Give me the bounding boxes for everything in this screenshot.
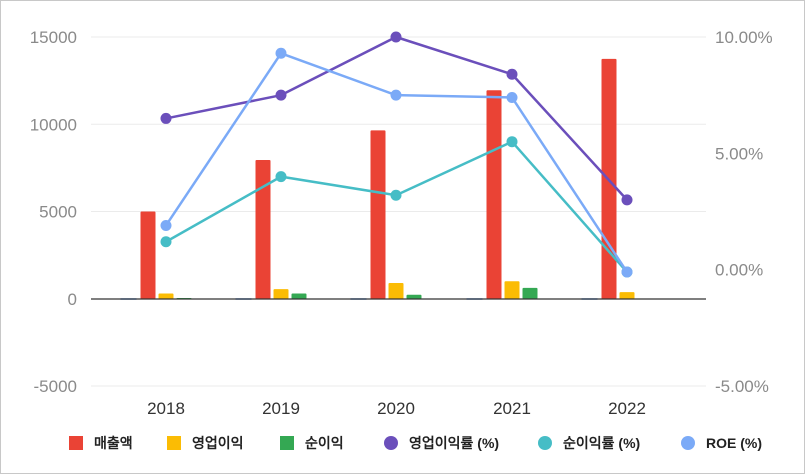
line-series [160, 31, 633, 278]
legend-swatch-net-profit [280, 436, 294, 450]
x-tick-label: 2019 [262, 399, 300, 418]
point-op-margin [275, 89, 287, 101]
legend-swatch-op-margin [384, 436, 398, 450]
bar-op-profit [158, 293, 174, 299]
bar-revenue [140, 211, 156, 299]
x-tick-label: 2018 [147, 399, 185, 418]
point-net-margin [275, 171, 287, 183]
line-roe [164, 52, 629, 273]
left-tick-label: 5000 [39, 203, 77, 222]
bar-net-profit [291, 293, 307, 299]
left-axis: -5000 0 5000 10000 15000 [30, 28, 77, 396]
left-tick-label: -5000 [34, 377, 77, 396]
right-tick-label: 10.00% [715, 28, 773, 47]
bar-op-profit [388, 283, 404, 299]
point-net-margin [160, 236, 172, 248]
legend-swatch-revenue [69, 436, 83, 450]
point-op-margin [390, 31, 402, 43]
line-net-margin [165, 140, 628, 273]
legend-label-op-margin: 영업이익률 (%) [409, 435, 499, 451]
bars [120, 58, 653, 300]
x-tick-label: 2021 [493, 399, 531, 418]
legend: 매출액 영업이익 순이익 영업이익률 (%) 순이익률 (%) ROE (%) [69, 435, 762, 451]
bar-op-profit [504, 281, 520, 299]
point-roe [390, 89, 402, 101]
legend-swatch-net-margin [538, 436, 552, 450]
right-tick-label: -5.00% [715, 377, 769, 396]
legend-label-roe: ROE (%) [706, 435, 762, 451]
point-net-margin [390, 189, 402, 201]
legend-label-revenue: 매출액 [94, 435, 133, 451]
bar-net-profit [406, 294, 422, 299]
point-net-margin [506, 136, 518, 148]
point-roe [160, 219, 172, 231]
legend-label-net-margin: 순이익률 (%) [563, 435, 640, 451]
x-tick-label: 2020 [377, 399, 415, 418]
x-tick-label: 2022 [608, 399, 646, 418]
legend-label-op-profit: 영업이익 [192, 435, 244, 451]
point-op-margin [160, 112, 172, 124]
left-tick-label: 0 [68, 290, 77, 309]
right-tick-label: 0.00% [715, 261, 763, 280]
bar-revenue [486, 90, 502, 299]
x-axis: 2018 2019 2020 2021 2022 [147, 399, 646, 418]
legend-label-net-profit: 순이익 [305, 435, 344, 451]
legend-swatch-roe [681, 436, 695, 450]
right-axis: -5.00% 0.00% 5.00% 10.00% [715, 28, 773, 396]
right-tick-label: 5.00% [715, 144, 763, 163]
bar-revenue [370, 130, 386, 299]
bar-revenue [255, 160, 271, 299]
bar-op-profit [273, 289, 289, 299]
point-op-margin [621, 194, 633, 206]
bar-op-profit [619, 292, 635, 299]
left-tick-label: 10000 [30, 115, 77, 134]
legend-swatch-op-profit [167, 436, 181, 450]
left-tick-label: 15000 [30, 28, 77, 47]
point-roe [275, 47, 287, 59]
bar-net-profit [522, 287, 538, 299]
point-roe [621, 266, 633, 278]
point-op-margin [506, 68, 518, 80]
line-op-margin [165, 35, 628, 201]
point-roe [506, 91, 518, 103]
